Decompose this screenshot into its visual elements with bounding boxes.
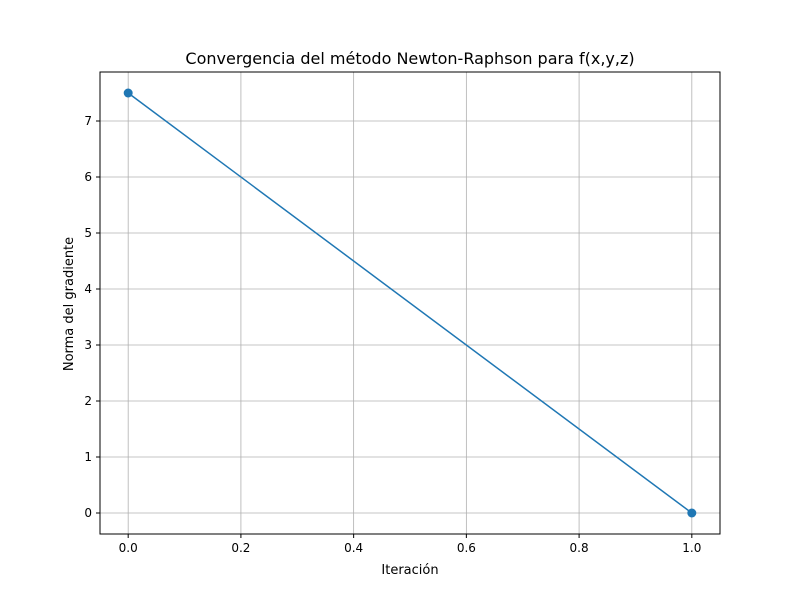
y-tick-label: 1 <box>84 450 92 464</box>
x-tick-label: 1.0 <box>682 541 701 555</box>
grid <box>100 72 720 534</box>
x-tick-label: 0.2 <box>231 541 250 555</box>
y-tick-label: 2 <box>84 394 92 408</box>
ticks: 0.0 0.2 0.4 0.6 0.8 1.0 0 1 2 3 4 5 6 7 <box>84 114 701 555</box>
data-point <box>123 88 133 98</box>
y-tick-label: 4 <box>84 282 92 296</box>
y-tick-label: 0 <box>84 506 92 520</box>
plot-frame <box>99 71 721 535</box>
x-tick-label: 0.6 <box>457 541 476 555</box>
y-tick-label: 7 <box>84 114 92 128</box>
data-point <box>687 508 697 518</box>
x-tick-label: 0.0 <box>119 541 138 555</box>
y-tick-label: 3 <box>84 338 92 352</box>
x-axis-label: Iteración <box>381 563 438 578</box>
x-tick-label: 0.4 <box>344 541 363 555</box>
y-tick-label: 6 <box>84 170 92 184</box>
y-tick-label: 5 <box>84 226 92 240</box>
chart-title: Convergencia del método Newton-Raphson p… <box>185 49 634 68</box>
x-tick-label: 0.8 <box>570 541 589 555</box>
series-layer <box>123 88 697 518</box>
y-axis-label: Norma del gradiente <box>62 237 77 371</box>
series-line <box>127 92 693 514</box>
